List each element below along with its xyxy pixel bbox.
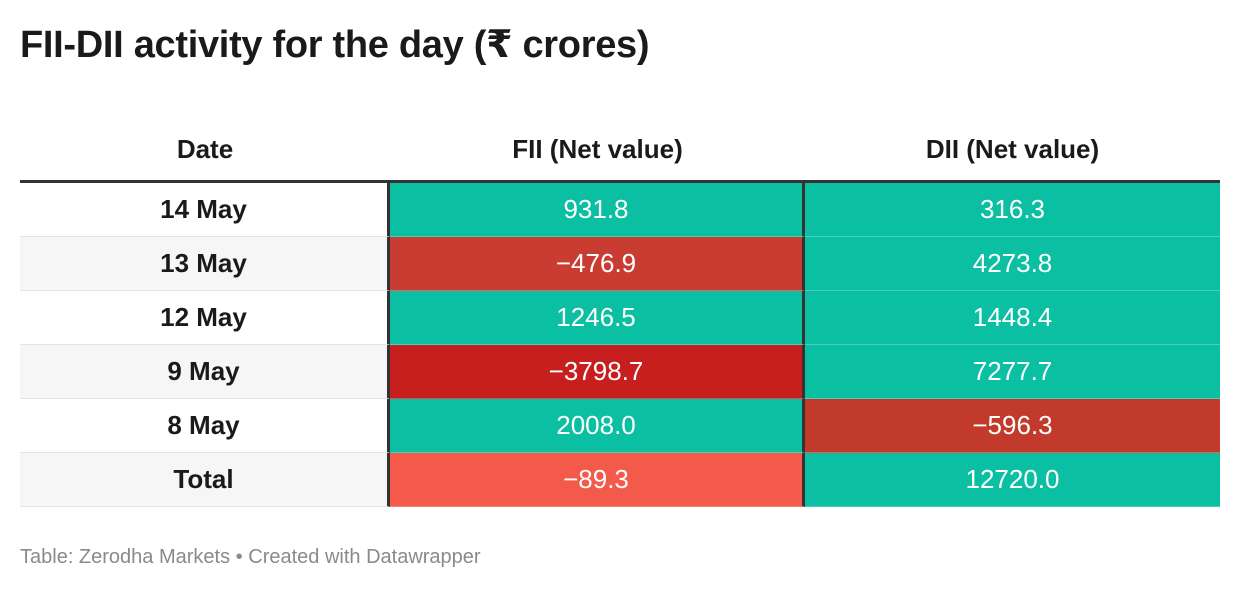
fii-dii-table: Date FII (Net value) DII (Net value) 14 … [20, 118, 1220, 507]
date-cell: 13 May [20, 237, 390, 291]
table-row: 14 May 931.8 316.3 [20, 183, 1220, 237]
table-row: 9 May −3798.7 7277.7 [20, 345, 1220, 399]
fii-value-cell: −476.9 [390, 237, 805, 291]
fii-value-cell: −89.3 [390, 453, 805, 507]
footer-separator: • [235, 546, 243, 568]
table-row: 8 May 2008.0 −596.3 [20, 399, 1220, 453]
dii-value-cell: 7277.7 [805, 345, 1220, 399]
dii-value-cell: −596.3 [805, 399, 1220, 453]
footer-credit: Table: Zerodha Markets • Created with Da… [20, 546, 481, 569]
table-row: 12 May 1246.5 1448.4 [20, 291, 1220, 345]
date-cell: 9 May [20, 345, 390, 399]
date-cell: 8 May [20, 399, 390, 453]
date-cell: 12 May [20, 291, 390, 345]
fii-value-cell: −3798.7 [390, 345, 805, 399]
datawrapper-credit: Created with Datawrapper [248, 546, 481, 568]
dii-value-cell: 1448.4 [805, 291, 1220, 345]
table-row: 13 May −476.9 4273.8 [20, 237, 1220, 291]
dii-value-cell: 4273.8 [805, 237, 1220, 291]
table-body: 14 May 931.8 316.3 13 May −476.9 4273.8 12 May… [20, 183, 1220, 507]
table-header-row: Date FII (Net value) DII (Net value) [20, 118, 1220, 183]
header-dii-net-value: DII (Net value) [925, 133, 1100, 164]
date-cell: 14 May [20, 183, 390, 237]
date-cell: Total [20, 453, 390, 507]
dii-value-cell: 316.3 [805, 183, 1220, 237]
source-label: Table: Zerodha Markets [20, 546, 231, 568]
table-title: FII-DII activity for the day (₹ crores) [20, 24, 650, 66]
table-row: Total −89.3 12720.0 [20, 453, 1220, 507]
fii-value-cell: 931.8 [390, 183, 805, 237]
fii-value-cell: 1246.5 [390, 291, 805, 345]
dii-value-cell: 12720.0 [805, 453, 1220, 507]
header-fii-net-value: FII (Net value) [512, 133, 683, 164]
header-date: Date [176, 133, 234, 164]
fii-value-cell: 2008.0 [390, 399, 805, 453]
